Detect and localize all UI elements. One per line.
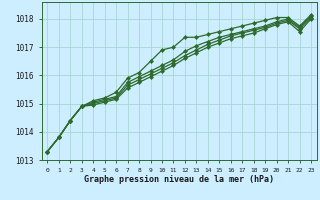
- X-axis label: Graphe pression niveau de la mer (hPa): Graphe pression niveau de la mer (hPa): [84, 175, 274, 184]
